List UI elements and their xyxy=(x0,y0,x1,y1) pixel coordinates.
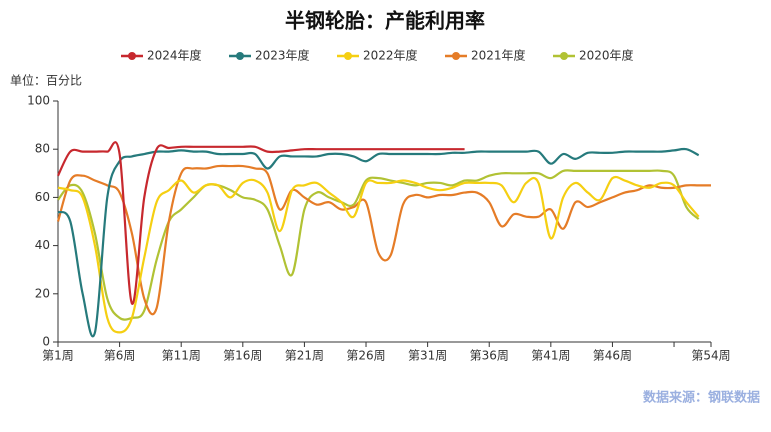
source: 数据来源：钢联数据 xyxy=(643,390,760,406)
x-tick-label: 第21周 xyxy=(285,349,324,363)
series-line xyxy=(57,147,700,338)
legend-label: 2024年度 xyxy=(147,48,202,63)
y-tick-label: 80 xyxy=(35,142,50,156)
x-tick-label: 第11周 xyxy=(162,349,201,363)
legend-label: 2021年度 xyxy=(471,48,526,63)
legend-label: 2022年度 xyxy=(363,48,418,63)
x-tick-label: 第26周 xyxy=(346,349,385,363)
x-tick-label: 第41周 xyxy=(531,349,570,363)
x-tick-label: 第36周 xyxy=(470,349,509,363)
x-tick-label: 第16周 xyxy=(223,349,262,363)
legend-marker xyxy=(452,52,460,60)
x-tick-label: 第54周 xyxy=(691,349,730,363)
x-tick-label: 第6周 xyxy=(104,349,136,363)
series-line xyxy=(57,169,700,321)
x-tick-label: 第46周 xyxy=(593,349,632,363)
legend-label: 2020年度 xyxy=(579,48,634,63)
y-tick-label: 60 xyxy=(35,190,50,204)
legend-marker xyxy=(560,52,568,60)
unit-label: 单位：百分比 xyxy=(10,73,82,88)
series-line xyxy=(57,175,700,334)
series-line xyxy=(57,141,465,305)
legend-marker xyxy=(344,52,352,60)
legend: 2024年度 2023年度 2022年度 2021年度 2020年度 xyxy=(121,48,634,63)
y-tick-label: 40 xyxy=(35,238,50,252)
y-tick-label: 20 xyxy=(35,286,50,300)
chart-title: 半钢轮胎：产能利用率 xyxy=(285,9,485,33)
x-tick-label: 第1周 xyxy=(42,349,74,363)
legend-label: 2023年度 xyxy=(255,48,310,63)
y-tick-label: 100 xyxy=(27,94,50,108)
y-tick-label: 0 xyxy=(42,335,50,349)
legend-marker xyxy=(236,52,244,60)
legend-marker xyxy=(128,52,136,60)
x-tick-label: 第31周 xyxy=(408,349,447,363)
series-line xyxy=(56,164,711,316)
